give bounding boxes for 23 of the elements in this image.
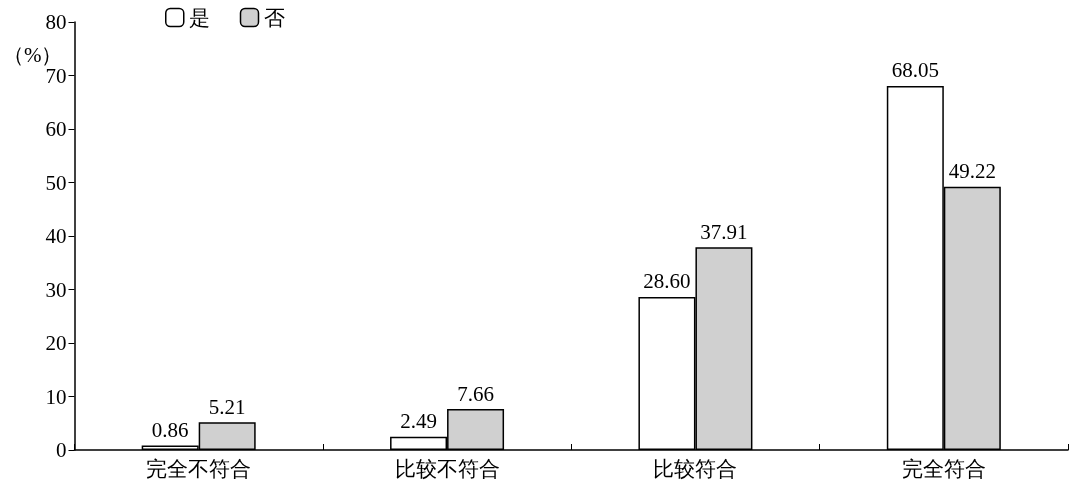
y-tick-label: 50: [45, 170, 67, 195]
data-label: 68.05: [891, 58, 939, 83]
data-label: 37.91: [700, 219, 748, 244]
x-tick-label: 完全符合: [901, 456, 986, 481]
y-tick-label: 20: [45, 331, 67, 355]
x-tick-label: 比较不符合: [394, 456, 500, 481]
legend-label: 否: [263, 5, 285, 30]
y-tick-label: 40: [45, 224, 67, 248]
y-tick-label: 0: [55, 438, 67, 462]
data-label: 28.60: [643, 269, 691, 294]
y-tick-label: 60: [45, 117, 67, 141]
y-tick-label: 10: [45, 384, 67, 409]
data-label: 7.66: [457, 381, 494, 406]
data-label: 49.22: [948, 159, 996, 184]
x-tick-label: 完全不符合: [146, 456, 252, 481]
data-label: 5.21: [208, 394, 246, 419]
y-axis-title: （%）: [2, 42, 63, 67]
data-label: 2.49: [400, 409, 437, 434]
data-label: 0.86: [151, 417, 189, 442]
y-tick-label: 30: [45, 277, 67, 302]
legend-label: 是: [188, 5, 210, 30]
y-tick-label: 80: [45, 10, 67, 34]
x-tick-label: 比较符合: [653, 456, 738, 481]
